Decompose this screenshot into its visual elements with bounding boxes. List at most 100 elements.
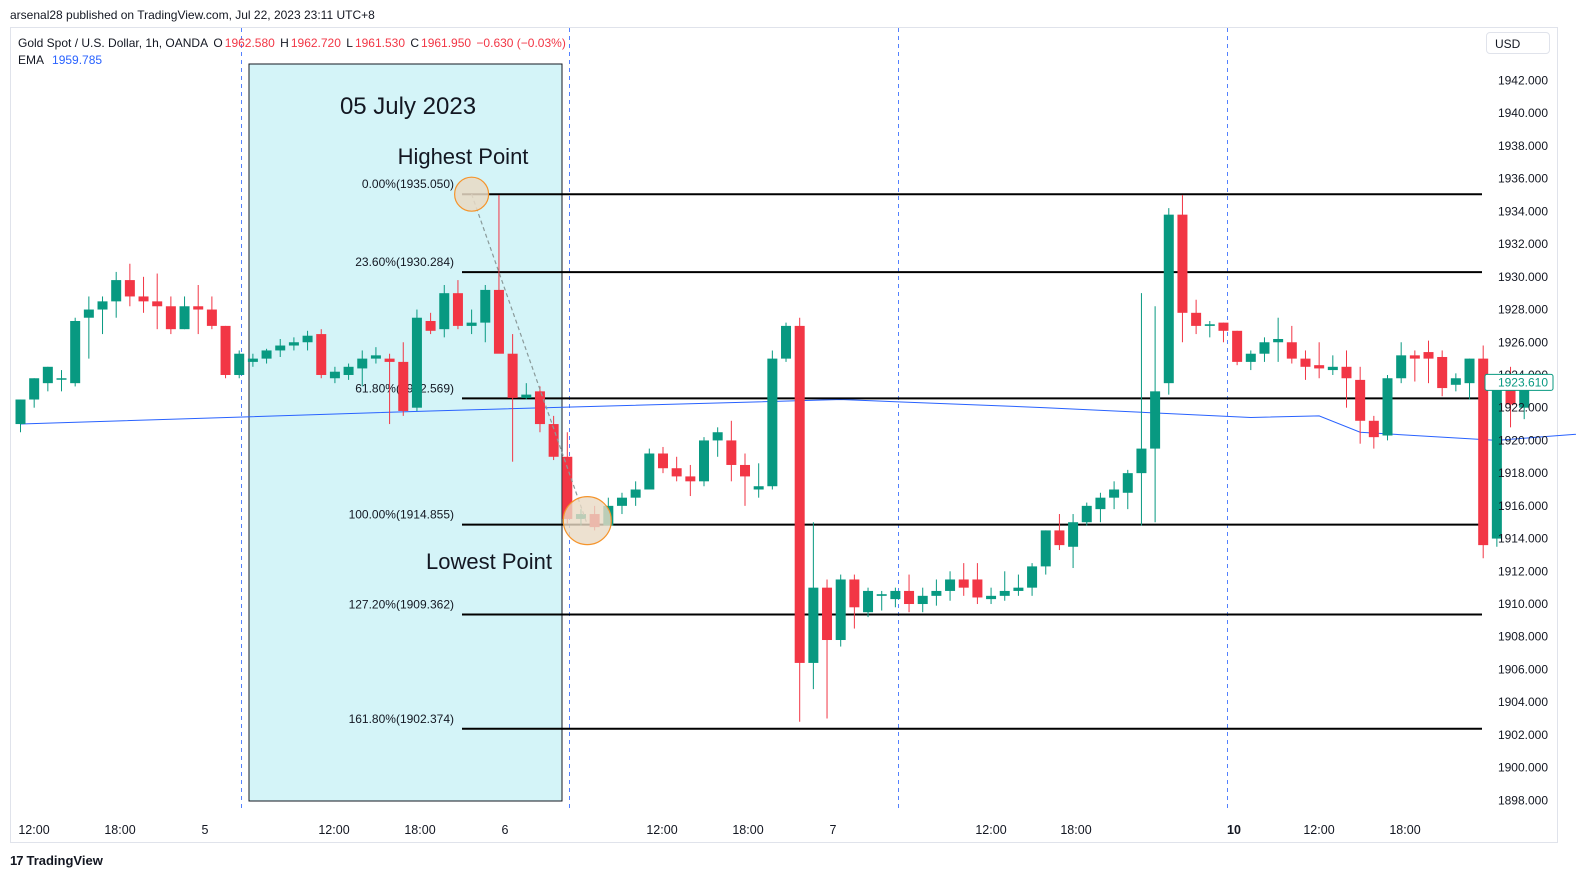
candle-body[interactable] (275, 345, 286, 351)
candle-body[interactable] (1259, 342, 1270, 354)
candle-body[interactable] (1027, 566, 1038, 588)
candle-body[interactable] (1396, 355, 1407, 379)
candle-body[interactable] (1437, 356, 1448, 389)
candle-body[interactable] (370, 355, 381, 359)
candle-body[interactable] (657, 453, 668, 469)
candle-body[interactable] (452, 293, 463, 326)
candle-body[interactable] (562, 456, 573, 519)
candle-body[interactable] (1327, 366, 1338, 371)
candle-body[interactable] (384, 358, 395, 362)
candle-body[interactable] (1095, 497, 1106, 510)
candle-body[interactable] (1218, 322, 1229, 331)
candle-body[interactable] (863, 590, 874, 613)
candle-body[interactable] (1054, 530, 1065, 546)
candle-body[interactable] (521, 394, 532, 398)
candle-body[interactable] (111, 280, 122, 302)
candle-body[interactable] (1232, 330, 1243, 362)
candle-body[interactable] (1245, 353, 1256, 362)
candle-body[interactable] (999, 590, 1010, 596)
candle-body[interactable] (42, 366, 53, 384)
highest-point-marker[interactable] (454, 176, 490, 212)
candle-body[interactable] (152, 301, 163, 307)
candle-body[interactable] (124, 280, 135, 297)
session-highlight-box[interactable] (248, 63, 563, 802)
candle-body[interactable] (357, 358, 368, 369)
chart-frame[interactable] (10, 27, 1558, 843)
candle-body[interactable] (343, 366, 354, 375)
candle-body[interactable] (671, 468, 682, 477)
lowest-point-marker[interactable] (562, 495, 612, 546)
candle-body[interactable] (1163, 214, 1174, 384)
candle-body[interactable] (1519, 381, 1530, 408)
candle-body[interactable] (1150, 391, 1161, 449)
candle-body[interactable] (138, 296, 149, 302)
candle-body[interactable] (29, 378, 40, 400)
candle-body[interactable] (493, 289, 504, 354)
candle-body[interactable] (808, 587, 819, 663)
candle-body[interactable] (712, 432, 723, 441)
candle-body[interactable] (480, 289, 491, 323)
candle-body[interactable] (1122, 473, 1133, 493)
candle-body[interactable] (439, 293, 450, 330)
candle-body[interactable] (56, 378, 67, 380)
candle-body[interactable] (1314, 365, 1325, 369)
candle-body[interactable] (1341, 366, 1352, 379)
candle-body[interactable] (1040, 530, 1051, 567)
candle-body[interactable] (329, 371, 340, 379)
candle-body[interactable] (972, 579, 983, 598)
candle-body[interactable] (1464, 358, 1475, 384)
candle-body[interactable] (986, 595, 997, 600)
candle-body[interactable] (890, 590, 901, 600)
candle-body[interactable] (165, 306, 176, 330)
candle-body[interactable] (302, 335, 313, 343)
candle-body[interactable] (726, 440, 737, 465)
candle-body[interactable] (1136, 448, 1147, 474)
candle-body[interactable] (781, 325, 792, 359)
candle-body[interactable] (1450, 378, 1461, 385)
candle-body[interactable] (411, 317, 422, 408)
candle-body[interactable] (466, 322, 477, 326)
candle-body[interactable] (630, 489, 641, 498)
candle-body[interactable] (1491, 388, 1502, 539)
candle-body[interactable] (206, 309, 217, 326)
candle-body[interactable] (699, 440, 709, 482)
candle-body[interactable] (1423, 352, 1434, 359)
candle-body[interactable] (1286, 342, 1297, 359)
candle-body[interactable] (179, 306, 190, 330)
candle-body[interactable] (83, 309, 94, 318)
candle-body[interactable] (1109, 489, 1120, 498)
candle-body[interactable] (1191, 312, 1202, 326)
candle-body[interactable] (849, 579, 860, 608)
candle-body[interactable] (1300, 358, 1311, 367)
candle-body[interactable] (193, 306, 204, 310)
candle-body[interactable] (97, 301, 108, 310)
candle-body[interactable] (1013, 587, 1024, 591)
candle-body[interactable] (945, 579, 956, 591)
candle-body[interactable] (767, 358, 778, 487)
candle-body[interactable] (288, 342, 299, 346)
candle-body[interactable] (904, 590, 915, 605)
candle-body[interactable] (534, 391, 545, 425)
tradingview-brand[interactable]: 17 TradingView (10, 853, 103, 868)
candle-body[interactable] (794, 325, 805, 663)
candle-body[interactable] (425, 320, 436, 331)
candle-body[interactable] (1273, 338, 1284, 343)
candle-body[interactable] (1478, 358, 1489, 546)
candle-body[interactable] (15, 399, 26, 425)
candle-body[interactable] (316, 334, 327, 375)
candle-body[interactable] (261, 350, 272, 359)
candle-body[interactable] (1368, 420, 1379, 438)
candle-body[interactable] (548, 424, 559, 457)
candle-body[interactable] (398, 361, 409, 411)
candle-body[interactable] (753, 486, 764, 490)
candle-body[interactable] (958, 579, 969, 588)
candle-body[interactable] (220, 325, 231, 375)
candle-body[interactable] (1355, 379, 1366, 421)
candle-body[interactable] (247, 358, 258, 362)
candle-body[interactable] (234, 353, 245, 375)
candle-body[interactable] (740, 464, 751, 477)
candle-body[interactable] (1068, 522, 1079, 547)
candle-body[interactable] (644, 453, 655, 490)
candle-body[interactable] (917, 595, 928, 605)
currency-button[interactable]: USD (1486, 32, 1550, 54)
